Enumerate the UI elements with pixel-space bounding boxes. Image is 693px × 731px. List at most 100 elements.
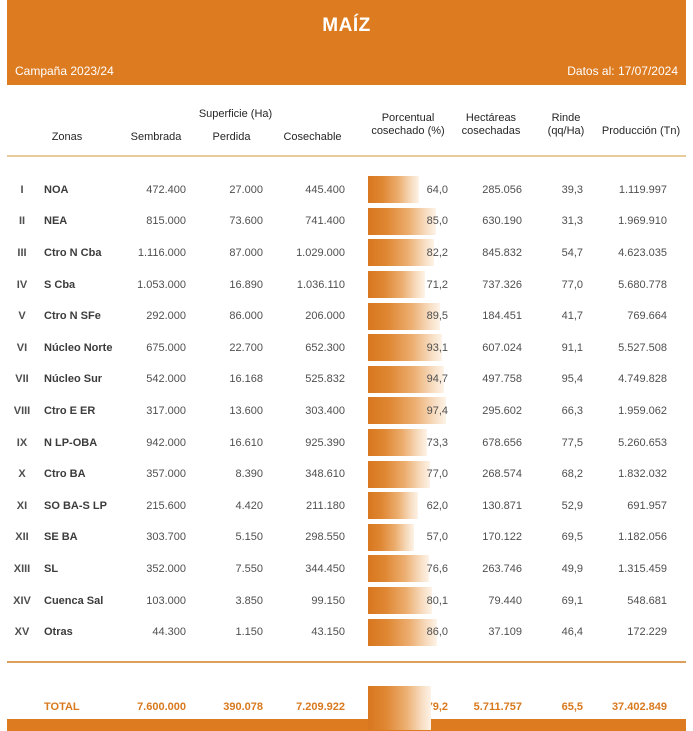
hectareas-value: 678.656	[482, 436, 522, 449]
pct-bar	[368, 239, 434, 267]
zone-name: NEA	[44, 215, 68, 228]
cosechable-value: 925.390	[305, 436, 345, 449]
pct-bar	[368, 555, 430, 583]
hectareas-value: 79.440	[488, 594, 522, 607]
table-row: I NOA 472.400 27.000 445.400 64,0 285.05…	[0, 174, 693, 206]
sembrada-value: 317.000	[146, 404, 186, 417]
perdida-value: 22.700	[229, 341, 263, 354]
perdida-value: 16.168	[229, 373, 263, 386]
produccion-value: 548.681	[627, 594, 667, 607]
table-body: I NOA 472.400 27.000 445.400 64,0 285.05…	[0, 174, 693, 648]
perdida-value: 16.890	[229, 278, 263, 291]
sembrada-value: 103.000	[146, 594, 186, 607]
sembrada-value: 44.300	[152, 626, 186, 639]
hectareas-value: 295.602	[482, 404, 522, 417]
table-row: IX N LP-OBA 942.000 16.610 925.390 73,3 …	[0, 427, 693, 459]
table-row: VII Núcleo Sur 542.000 16.168 525.832 94…	[0, 364, 693, 396]
zone-number: XIII	[13, 562, 31, 575]
pct-bar-cell: 97,4	[368, 397, 448, 425]
hectareas-value: 607.024	[482, 341, 522, 354]
sembrada-value: 1.116.000	[137, 246, 186, 259]
hectareas-value: 37.109	[488, 626, 522, 639]
produccion-value: 1.969.910	[618, 215, 667, 228]
total-produccion-value: 37.402.849	[611, 701, 667, 713]
zone-name: SE BA	[44, 531, 78, 544]
rinde-value: 77,5	[561, 436, 583, 449]
zone-number: V	[18, 310, 26, 323]
pct-value: 94,7	[426, 373, 448, 386]
sembrada-value: 303.700	[146, 531, 186, 544]
col-header-produccion: Producción (Tn)	[601, 125, 681, 137]
pct-bar	[368, 587, 433, 615]
pct-value: 64,0	[426, 183, 448, 196]
header-divider	[7, 155, 686, 157]
pct-value: 71,2	[426, 278, 448, 291]
pct-bar	[368, 365, 444, 393]
hectareas-value: 263.746	[482, 562, 522, 575]
rinde-value: 69,1	[561, 594, 583, 607]
produccion-value: 769.664	[627, 310, 667, 323]
sembrada-value: 1.053.000	[137, 278, 186, 291]
pct-bar	[368, 334, 443, 362]
campaign-label: Campaña 2023/24	[15, 64, 114, 78]
rinde-value: 77,0	[561, 278, 583, 291]
total-divider	[7, 661, 686, 663]
zone-name: Otras	[44, 626, 73, 639]
total-perdida-value: 390.078	[223, 701, 263, 713]
pct-bar-cell: 77,0	[368, 460, 448, 488]
pct-bar-cell: 64,0	[368, 176, 448, 204]
sembrada-value: 942.000	[146, 436, 186, 449]
perdida-value: 8.390	[235, 468, 263, 481]
cosechable-value: 652.300	[305, 341, 345, 354]
hectareas-value: 630.190	[482, 215, 522, 228]
data-date-label: Datos al: 17/07/2024	[567, 64, 678, 78]
report-header: MAÍZ Campaña 2023/24 Datos al: 17/07/202…	[7, 0, 686, 85]
total-label: TOTAL	[44, 701, 80, 713]
zone-number: XI	[16, 499, 28, 512]
perdida-value: 1.150	[235, 626, 263, 639]
pct-value: 73,3	[426, 436, 448, 449]
pct-value: 77,0	[426, 468, 448, 481]
cosechable-value: 303.400	[305, 404, 345, 417]
perdida-value: 16.610	[229, 436, 263, 449]
table-row: XIII SL 352.000 7.550 344.450 76,6 263.7…	[0, 553, 693, 585]
zone-name: Ctro N SFe	[44, 310, 101, 323]
header-subrow: Campaña 2023/24 Datos al: 17/07/2024	[15, 64, 678, 78]
col-header-perdida: Perdida	[212, 131, 251, 143]
total-pct-value: 79,2	[426, 701, 448, 713]
perdida-value: 4.420	[235, 499, 263, 512]
pct-value: 76,6	[426, 562, 448, 575]
zone-name: N LP-OBA	[44, 436, 98, 449]
col-group-superficie: Superficie (Ha)	[198, 108, 273, 120]
hectareas-value: 170.122	[482, 531, 522, 544]
pct-bar-cell: 76,6	[368, 555, 448, 583]
table-row: XII SE BA 303.700 5.150 298.550 57,0 170…	[0, 522, 693, 554]
cosechable-value: 348.610	[305, 468, 345, 481]
perdida-value: 3.850	[235, 594, 263, 607]
zone-number: VIII	[13, 404, 31, 417]
produccion-value: 5.680.778	[618, 278, 667, 291]
perdida-value: 27.000	[229, 183, 263, 196]
rinde-value: 95,4	[561, 373, 583, 386]
rinde-value: 52,9	[561, 499, 583, 512]
zone-number: XII	[15, 531, 29, 544]
produccion-value: 691.957	[627, 499, 667, 512]
pct-bar	[368, 460, 430, 488]
pct-bar	[368, 429, 427, 457]
cosechable-value: 99.150	[311, 594, 345, 607]
table-row: V Ctro N SFe 292.000 86.000 206.000 89,5…	[0, 300, 693, 332]
footer-band	[7, 719, 686, 731]
total-row: TOTAL 7.600.000 390.078 7.209.922 79,2 5…	[0, 691, 693, 723]
table-row: VIII Ctro E ER 317.000 13.600 303.400 97…	[0, 395, 693, 427]
produccion-value: 1.959.062	[618, 404, 667, 417]
zone-number: XV	[14, 626, 30, 639]
total-pct-bar	[368, 686, 432, 730]
total-cosechable-value: 7.209.922	[296, 701, 345, 713]
sembrada-value: 357.000	[146, 468, 186, 481]
cosechable-value: 211.180	[306, 499, 345, 512]
cosechable-value: 445.400	[305, 183, 345, 196]
rinde-value: 41,7	[561, 310, 583, 323]
perdida-value: 7.550	[235, 562, 263, 575]
produccion-value: 4.749.828	[618, 373, 667, 386]
